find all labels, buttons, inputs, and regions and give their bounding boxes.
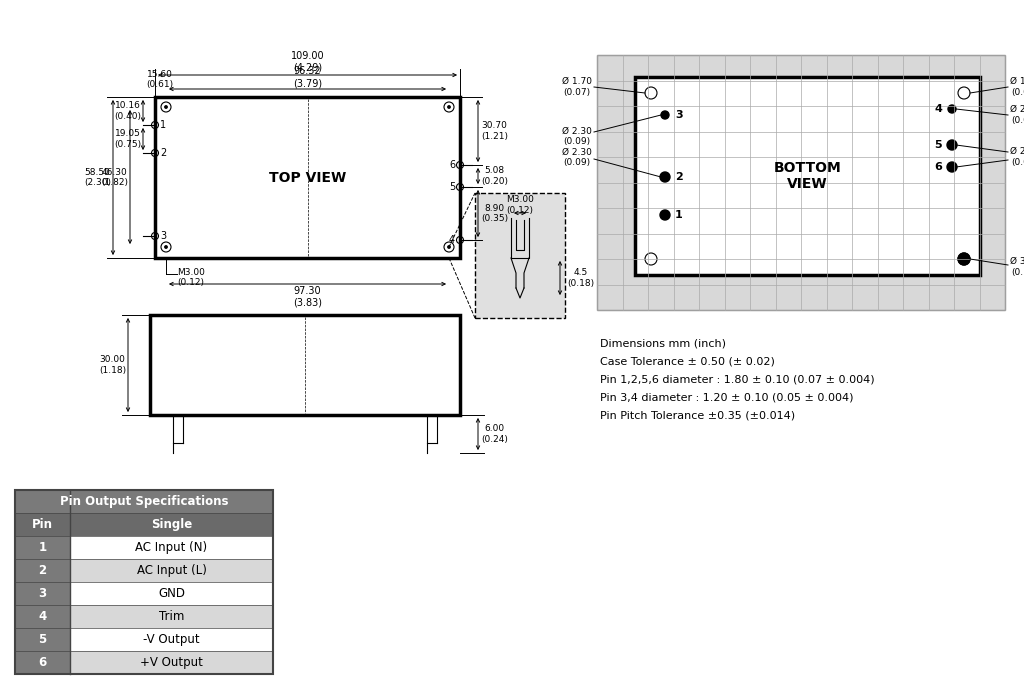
Text: 3: 3 [675,110,683,120]
Text: 46.30
(1.82): 46.30 (1.82) [101,168,128,187]
Text: 5.08
(0.20): 5.08 (0.20) [481,166,508,185]
Text: 5: 5 [934,140,942,150]
Bar [70,651,273,674]
Circle shape [948,105,956,113]
Text: 2: 2 [160,148,166,158]
Text: +V Output: +V Output [140,656,203,669]
Text: 3: 3 [39,587,46,600]
Text: Case Tolerance ± 0.50 (± 0.02): Case Tolerance ± 0.50 (± 0.02) [600,356,775,366]
Text: Dimensions mm (inch): Dimensions mm (inch) [600,338,726,348]
Bar [70,536,273,559]
Text: 4: 4 [449,235,455,245]
Text: 109.00
(4.29): 109.00 (4.29) [291,52,325,73]
Text: 30.00
(1.18): 30.00 (1.18) [99,355,126,374]
Text: 19.05
(0.75): 19.05 (0.75) [114,129,141,148]
Text: 58.50
(2.30): 58.50 (2.30) [84,168,111,187]
Circle shape [165,246,167,248]
Circle shape [660,210,670,220]
Text: BOTTOM
VIEW: BOTTOM VIEW [773,161,842,191]
Text: 2: 2 [39,564,46,577]
Text: 6: 6 [38,656,47,669]
Bar [15,490,273,674]
Text: 8.90
(0.35): 8.90 (0.35) [481,204,508,223]
Bar [15,651,70,674]
Text: 97.30
(3.83): 97.30 (3.83) [293,286,322,308]
Text: 15.60
(0.61): 15.60 (0.61) [146,69,173,89]
Bar [15,582,70,605]
Bar [15,536,70,559]
Text: TOP VIEW: TOP VIEW [269,170,346,185]
Bar [70,628,273,651]
Text: 1: 1 [39,541,46,554]
Text: Ø 2.30
(0.09): Ø 2.30 (0.09) [1010,147,1024,167]
Text: Pin 1,2,5,6 diameter : 1.80 ± 0.10 (0.07 ± 0.004): Pin 1,2,5,6 diameter : 1.80 ± 0.10 (0.07… [600,374,874,384]
Text: 1: 1 [160,120,166,130]
Circle shape [958,253,970,265]
Text: Ø 2.30
(0.09)
Ø 2.30
(0.09): Ø 2.30 (0.09) Ø 2.30 (0.09) [562,127,592,167]
Bar [15,490,273,513]
Text: 5: 5 [38,633,47,646]
Bar [150,315,460,415]
Bar [70,605,273,628]
Text: 30.70
(1.21): 30.70 (1.21) [481,122,508,141]
Text: 96.32
(3.79): 96.32 (3.79) [293,67,323,88]
Bar [635,77,980,275]
Text: Pin 3,4 diameter : 1.20 ± 0.10 (0.05 ± 0.004): Pin 3,4 diameter : 1.20 ± 0.10 (0.05 ± 0… [600,392,853,402]
Text: 3: 3 [160,231,166,241]
Text: AC Input (L): AC Input (L) [136,564,207,577]
Text: -V Output: -V Output [143,633,200,646]
Circle shape [662,111,669,119]
Bar [15,559,70,582]
Circle shape [660,172,670,182]
Text: 1: 1 [675,210,683,220]
Text: 6.00
(0.24): 6.00 (0.24) [481,425,508,444]
Bar [597,55,1005,310]
Text: Single: Single [151,518,193,531]
Text: 6: 6 [449,160,455,170]
Text: Pin Pitch Tolerance ±0.35 (±0.014): Pin Pitch Tolerance ±0.35 (±0.014) [600,410,795,420]
Text: 4: 4 [934,104,942,114]
Bar [15,628,70,651]
Text: Ø 3.50
(0.14): Ø 3.50 (0.14) [1010,258,1024,277]
Circle shape [947,162,957,172]
Text: Pin: Pin [32,518,53,531]
Bar [70,582,273,605]
Text: 2: 2 [675,172,683,182]
Bar [155,97,460,258]
Text: Ø 1.70
(0.07): Ø 1.70 (0.07) [1010,78,1024,97]
Text: 10.16
(0.40): 10.16 (0.40) [114,101,141,121]
Text: Ø 2.30
(0.09): Ø 2.30 (0.09) [1010,105,1024,125]
Bar [475,193,565,318]
Circle shape [447,106,451,108]
Bar [15,513,273,536]
Bar [15,605,70,628]
Text: GND: GND [158,587,185,600]
Text: 4: 4 [38,610,47,623]
Bar [70,559,273,582]
Circle shape [947,140,957,150]
Text: Pin Output Specifications: Pin Output Specifications [59,495,228,508]
Text: 4.5
(0.18): 4.5 (0.18) [567,269,594,288]
Text: 5: 5 [449,182,455,192]
Text: Ø 1.70
(0.07): Ø 1.70 (0.07) [562,78,592,97]
Text: AC Input (N): AC Input (N) [135,541,208,554]
Text: M3.00
(0.12): M3.00 (0.12) [177,268,205,287]
Text: 6: 6 [934,162,942,172]
Text: Trim: Trim [159,610,184,623]
Circle shape [447,246,451,248]
Text: M3.00
(0.12): M3.00 (0.12) [506,195,534,215]
Circle shape [165,106,167,108]
